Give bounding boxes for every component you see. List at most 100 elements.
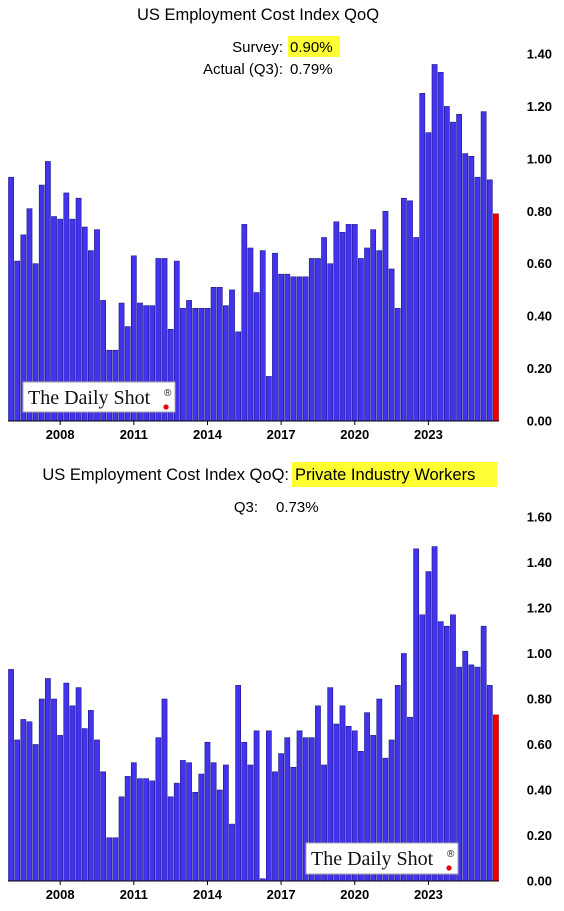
bar <box>87 710 94 882</box>
bar <box>229 289 235 422</box>
bar <box>38 698 45 882</box>
y-tick-label: 1.20 <box>527 601 552 616</box>
bar <box>284 273 291 422</box>
logo-mark: ® <box>164 388 172 399</box>
bar <box>223 305 229 422</box>
y-tick-label: 1.20 <box>527 99 552 114</box>
bar-latest <box>493 714 499 882</box>
bar <box>413 548 420 882</box>
bar <box>173 782 180 882</box>
bar <box>486 179 493 422</box>
bar <box>425 132 432 422</box>
bar <box>437 621 444 882</box>
x-tick-label: 2008 <box>46 887 75 902</box>
y-tick-label: 1.40 <box>527 47 552 62</box>
chart-title-highlight: Private Industry Workers <box>295 466 475 484</box>
bar <box>480 625 487 882</box>
bar <box>272 252 278 422</box>
bar <box>431 64 438 422</box>
bar <box>235 331 242 422</box>
y-tick-label: 1.40 <box>527 555 552 570</box>
bar <box>462 650 469 882</box>
bar <box>462 153 469 422</box>
bar <box>265 730 272 882</box>
bar <box>167 796 174 882</box>
actual-value: 0.79% <box>290 61 333 78</box>
bar <box>308 258 315 422</box>
actual-label: Actual (Q3): <box>203 61 283 78</box>
bar <box>112 837 119 882</box>
q3-label: Q3: <box>234 499 258 516</box>
bar <box>192 791 199 882</box>
bar <box>124 776 131 882</box>
bar <box>180 760 186 882</box>
bar <box>94 739 100 882</box>
bar <box>210 287 217 422</box>
logo-mark: ® <box>447 849 455 860</box>
bar <box>364 247 370 422</box>
x-tick-label: 2017 <box>267 887 296 902</box>
bar <box>284 737 291 882</box>
x-tick-label: 2014 <box>193 427 223 442</box>
logo: The Daily Shot ® <box>22 381 176 413</box>
bar <box>247 764 254 882</box>
bar <box>137 778 143 882</box>
bar <box>247 247 254 422</box>
bar <box>443 106 450 422</box>
title-highlight <box>292 462 497 487</box>
bar <box>370 229 377 422</box>
bar <box>382 210 389 422</box>
bar <box>192 307 199 422</box>
bar <box>302 276 309 422</box>
bar <box>290 276 297 422</box>
x-tick-label: 2011 <box>120 887 148 902</box>
bar-series <box>8 64 499 422</box>
bar <box>290 766 297 882</box>
bar <box>229 823 235 882</box>
x-tick-label: 2008 <box>46 427 75 442</box>
bar <box>216 789 223 882</box>
bar <box>235 685 242 882</box>
bar <box>241 224 248 422</box>
bar <box>394 307 401 422</box>
axes: 2008 2011 2014 2017 2020 2023 0.00 0.20 0.40 0.60… <box>8 510 552 902</box>
bar <box>345 224 352 422</box>
bar <box>69 705 76 882</box>
bar <box>8 669 14 882</box>
logo-text: The Daily Shot <box>28 387 151 409</box>
x-tick-label: 2011 <box>120 427 148 442</box>
x-tick-label: 2014 <box>193 887 223 902</box>
bar <box>321 237 327 422</box>
chart-private-industry: US Employment Cost Index QoQ: Private In… <box>8 462 552 902</box>
bar <box>204 307 211 422</box>
bar <box>278 273 284 422</box>
bar <box>474 666 481 882</box>
bar <box>480 111 487 422</box>
bar <box>450 614 456 882</box>
bar <box>223 764 229 882</box>
bar <box>486 685 493 882</box>
bar <box>106 837 113 882</box>
bar <box>118 796 125 882</box>
axes: 2008 2011 2014 2017 2020 2023 0.00 0.20 0.40 0.60… <box>8 47 552 442</box>
bar <box>161 698 168 882</box>
y-tick-label: 1.00 <box>527 646 552 661</box>
bar <box>278 753 284 882</box>
logo-dot <box>163 404 169 410</box>
bar <box>32 744 39 882</box>
bar <box>198 307 205 422</box>
bar-latest <box>493 213 499 422</box>
bar <box>75 687 82 882</box>
bar <box>81 728 88 882</box>
bar <box>241 741 248 882</box>
bar <box>57 735 64 882</box>
bar <box>296 276 303 422</box>
bar <box>315 258 321 422</box>
bar <box>100 771 106 882</box>
y-tick-label: 0.20 <box>527 828 552 843</box>
survey-value: 0.90% <box>290 39 333 56</box>
y-tick-label: 1.60 <box>527 510 552 525</box>
bar <box>456 113 462 422</box>
bar <box>431 546 438 882</box>
